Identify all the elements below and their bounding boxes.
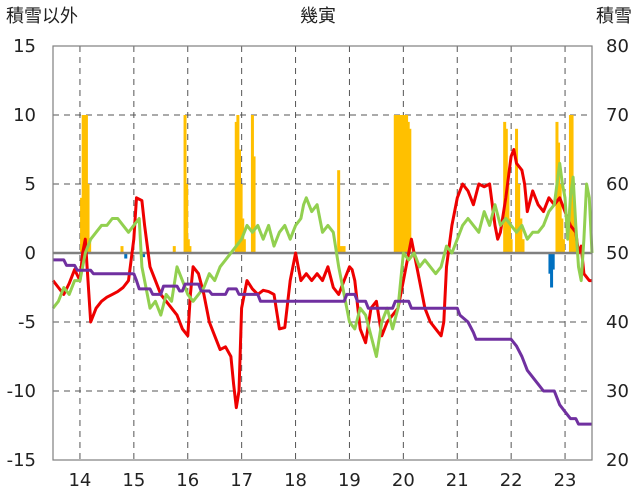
left-tick-label-4: -5: [18, 312, 36, 333]
snow-bar-27: [400, 115, 404, 253]
snow-bar-39: [517, 184, 521, 253]
snow-bar-31: [406, 121, 410, 254]
bars: [80, 115, 577, 288]
snow-bar-29: [403, 115, 407, 253]
snow-bar-7: [172, 246, 176, 253]
snow-bar-44: [558, 184, 562, 253]
snow-bar-22: [342, 246, 346, 253]
blue-bar-1: [142, 253, 146, 258]
left-tick-labels: 15 10 5 0 -5 -10 -15: [7, 36, 36, 471]
snow-bar-18: [250, 115, 254, 253]
snow-bar-35: [506, 184, 510, 253]
snow-bar-15: [239, 184, 243, 253]
series-line-1: [51, 161, 594, 358]
blue-bar-0: [124, 253, 128, 259]
x-tick-label-1: 15: [122, 470, 145, 491]
series-line-0: [51, 148, 592, 410]
snow-bar-11: [188, 246, 192, 253]
snow-bar-23: [393, 115, 397, 253]
blue-bar-2: [548, 253, 552, 274]
right-tick-label-4: 40: [606, 312, 629, 333]
left-axis-label: 積雪以外: [6, 6, 78, 27]
right-tick-label-1: 70: [606, 105, 629, 126]
x-tick-label-0: 14: [68, 470, 91, 491]
x-tick-label-8: 22: [500, 470, 523, 491]
series-line-2: [53, 258, 592, 426]
blue-bar-4: [551, 253, 555, 270]
snow-bar-40: [519, 218, 523, 253]
snow-bar-21: [339, 246, 343, 253]
x-tick-label-9: 23: [554, 470, 577, 491]
left-tick-label-0: 15: [13, 36, 36, 57]
left-tick-label-1: 10: [13, 105, 36, 126]
snow-bar-26: [398, 115, 402, 253]
snow-bar-38: [515, 128, 519, 253]
snow-bar-5: [88, 239, 92, 253]
snow-bar-3: [84, 115, 88, 253]
blue-bar-3: [550, 253, 554, 288]
snow-bar-36: [508, 218, 512, 253]
plot-frame: [52, 45, 593, 461]
right-tick-label-3: 50: [606, 243, 629, 264]
snow-bar-4: [86, 184, 90, 253]
snow-bar-25: [396, 115, 400, 253]
left-tick-label-5: -10: [7, 381, 36, 402]
x-tick-labels: 14 15 16 17 18 19 20 21 22 23: [68, 470, 576, 491]
series-lines: [51, 148, 594, 426]
snow-bar-20: [337, 170, 341, 253]
grid: [53, 46, 592, 460]
snow-bar-50: [573, 239, 577, 253]
snow-bar-41: [521, 239, 525, 253]
snow-bar-33: [503, 121, 507, 254]
snow-bar-10: [186, 239, 190, 253]
right-axis-label: 積雪: [596, 6, 632, 27]
right-tick-label-6: 20: [606, 450, 629, 471]
snow-bar-46: [561, 239, 565, 253]
snow-bar-30: [405, 115, 409, 253]
x-tick-label-2: 16: [176, 470, 199, 491]
right-tick-label-5: 30: [606, 381, 629, 402]
snow-bar-0: [80, 197, 84, 253]
snow-bar-37: [509, 239, 513, 253]
snow-bar-8: [183, 115, 187, 253]
x-tick-label-5: 19: [338, 470, 361, 491]
snow-bar-9: [185, 184, 189, 253]
snow-bar-45: [560, 218, 564, 253]
snow-bar-12: [234, 121, 238, 254]
right-tick-labels: 80 70 60 50 40 30 20: [606, 36, 629, 471]
snow-bar-32: [408, 128, 412, 253]
x-tick-label-4: 18: [284, 470, 307, 491]
snow-bar-14: [237, 149, 241, 253]
x-tick-label-7: 21: [446, 470, 469, 491]
x-tick-label-6: 20: [392, 470, 415, 491]
snow-bar-24: [395, 115, 399, 253]
snow-bar-17: [242, 239, 246, 253]
left-tick-label-6: -15: [7, 450, 36, 471]
snow-bar-13: [236, 115, 240, 253]
chart-title: 幾寅: [300, 6, 336, 27]
left-tick-label-3: 0: [25, 243, 36, 264]
snow-bar-19: [252, 156, 256, 253]
snow-bar-28: [401, 115, 405, 253]
left-tick-label-2: 5: [25, 174, 36, 195]
right-tick-label-2: 60: [606, 174, 629, 195]
snow-bar-6: [120, 246, 124, 253]
right-tick-label-0: 80: [606, 36, 629, 57]
snow-bar-1: [81, 115, 85, 253]
snow-bar-49: [572, 211, 576, 253]
x-tick-label-3: 17: [230, 470, 253, 491]
snow-bar-47: [568, 115, 572, 253]
snow-bar-2: [83, 115, 87, 253]
